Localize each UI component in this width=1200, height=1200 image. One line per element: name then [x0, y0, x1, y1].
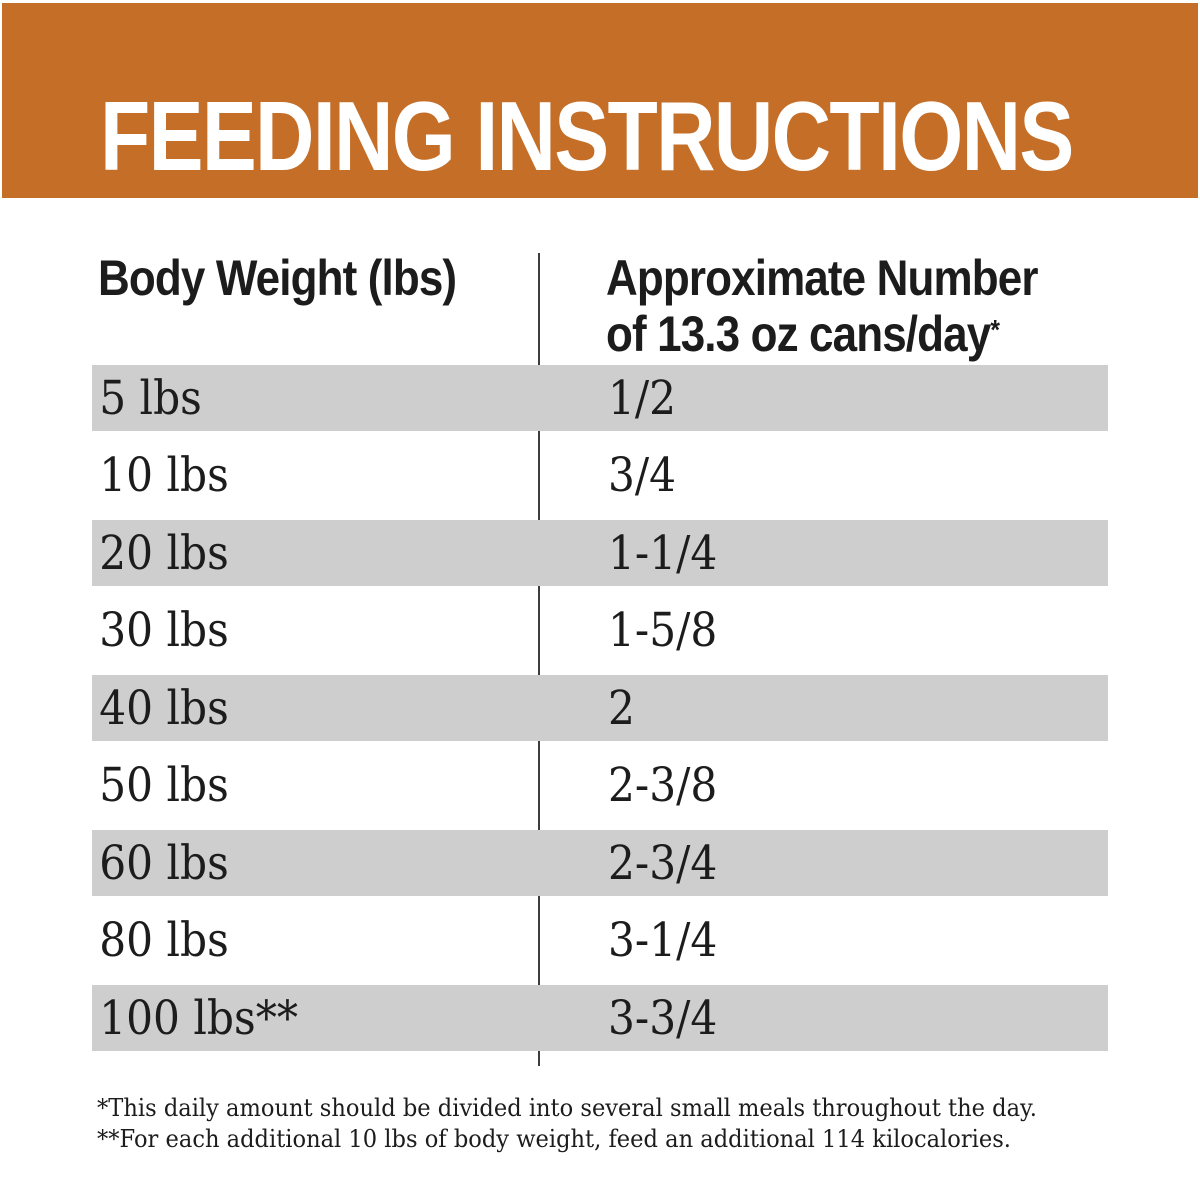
cans-per-day-cell: 2-3/4	[608, 835, 718, 891]
body-weight-cell: 40 lbs	[99, 680, 229, 736]
body-weight-cell: 50 lbs	[99, 758, 229, 813]
cans-per-day-cell: 3-3/4	[608, 990, 718, 1046]
table-row: 50 lbs 2-3/8	[92, 741, 1108, 830]
table-row: 60 lbs 2-3/4	[92, 830, 1108, 896]
cans-per-day-cell: 1-5/8	[608, 603, 718, 658]
table-row: 5 lbs 1/2	[92, 365, 1108, 431]
cans-per-day-cell: 2	[608, 680, 635, 736]
feeding-table: 5 lbs 1/2 10 lbs 3/4 20 lbs 1-1/4 30 lbs…	[92, 365, 1108, 1051]
column-header-cans-line1: Approximate Number	[606, 250, 1038, 306]
body-weight-cell: 20 lbs	[99, 525, 229, 581]
column-header-cans-line2: of 13.3 oz cans/day	[606, 306, 991, 362]
column-header-body-weight: Body Weight (lbs)	[98, 250, 457, 306]
table-row: 80 lbs 3-1/4	[92, 896, 1108, 985]
table-row: 10 lbs 3/4	[92, 431, 1108, 520]
table-row: 30 lbs 1-5/8	[92, 586, 1108, 675]
body-weight-cell: 60 lbs	[99, 835, 229, 891]
footnote-daily-amount: *This daily amount should be divided int…	[97, 1094, 1037, 1122]
footnote-additional-weight: **For each additional 10 lbs of body wei…	[97, 1125, 1011, 1153]
title-banner: FEEDING INSTRUCTIONS	[2, 3, 1198, 198]
page-title: FEEDING INSTRUCTIONS	[100, 81, 1074, 191]
column-divider-line	[538, 253, 540, 1066]
table-row: 100 lbs** 3-3/4	[92, 985, 1108, 1051]
header-asterisk: *	[990, 314, 1000, 345]
cans-per-day-cell: 3/4	[608, 448, 677, 503]
body-weight-cell: 30 lbs	[99, 603, 229, 658]
body-weight-cell: 80 lbs	[99, 913, 229, 968]
body-weight-cell: 100 lbs**	[99, 990, 299, 1046]
table-row: 20 lbs 1-1/4	[92, 520, 1108, 586]
body-weight-cell: 5 lbs	[99, 370, 202, 426]
column-header-cans-per-day: Approximate Number of 13.3 oz cans/day*	[606, 250, 1038, 362]
footnotes: *This daily amount should be divided int…	[97, 1093, 1097, 1155]
table-row: 40 lbs 2	[92, 675, 1108, 741]
cans-per-day-cell: 1-1/4	[608, 525, 718, 581]
body-weight-cell: 10 lbs	[99, 448, 229, 503]
cans-per-day-cell: 2-3/8	[608, 758, 718, 813]
cans-per-day-cell: 3-1/4	[608, 913, 718, 968]
cans-per-day-cell: 1/2	[608, 370, 677, 426]
